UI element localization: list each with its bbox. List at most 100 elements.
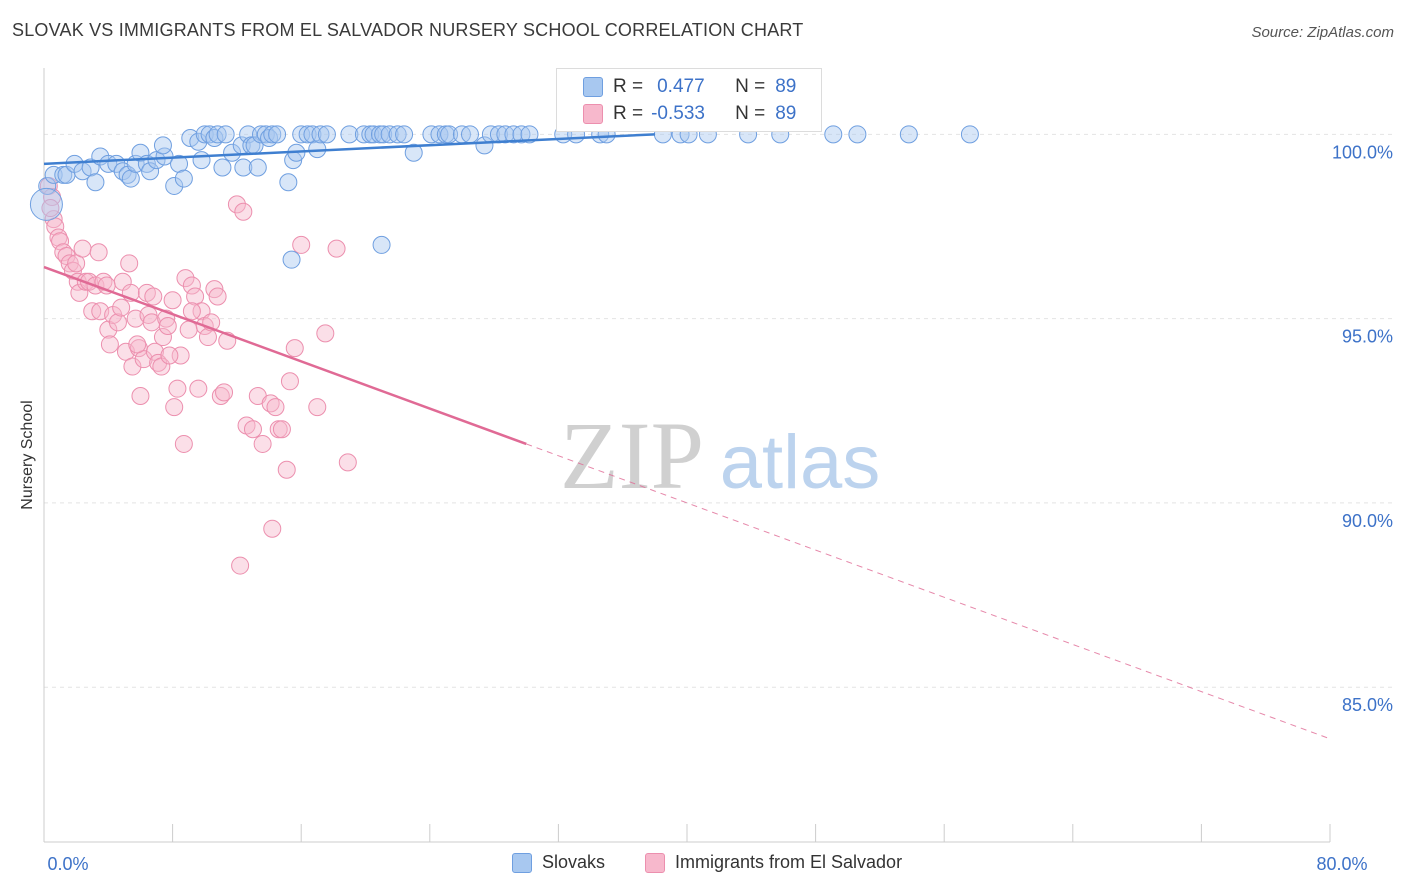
source-label: Source: ZipAtlas.com (1251, 24, 1394, 41)
slovak-point (268, 125, 287, 144)
el-salvador-point (234, 202, 253, 221)
x-tick-label: 80.0% (1316, 854, 1367, 874)
el-salvador-point (266, 398, 285, 417)
slovak-point (372, 235, 391, 254)
slovak-point (239, 125, 258, 144)
el-salvador-point (292, 235, 311, 254)
y-tick-label: 90.0% (1342, 511, 1393, 531)
slovak-point (121, 169, 140, 188)
el-salvador-point (100, 335, 119, 354)
el-salvador-point (160, 346, 179, 365)
el-salvador-legend-swatch (645, 852, 665, 873)
slovak-point (213, 158, 232, 177)
slovak-point (174, 169, 193, 188)
el-salvador-point (99, 320, 118, 339)
el-salvador-points (39, 176, 357, 575)
el-salvador-point (215, 383, 234, 402)
x-tick-label: 0.0% (47, 854, 88, 874)
r-value: 0.477 (657, 76, 705, 97)
el-salvador-point (128, 335, 147, 354)
slovak-point (282, 250, 301, 269)
slovak-point (153, 136, 172, 155)
el-salvador-point (108, 313, 127, 332)
slovak-point (395, 125, 414, 144)
slovak-point (404, 143, 423, 162)
slovak-point (234, 158, 253, 177)
el-salvador-point (131, 387, 150, 406)
slovak-point (388, 125, 407, 144)
slovaks-legend-swatch (512, 852, 532, 873)
el-salvador-point (163, 291, 182, 310)
el-salvador-point (280, 372, 299, 391)
el-salvador-point (189, 379, 208, 398)
el-salvador-point (123, 357, 142, 376)
slovak-point (170, 154, 189, 173)
el-salvador-point (89, 243, 108, 262)
el-salvador-point (144, 287, 163, 306)
watermark: ZIP atlas (560, 402, 880, 509)
slovak-point (44, 165, 63, 184)
slovak-point (86, 173, 105, 192)
el-salvador-point (231, 556, 250, 575)
el-salvador-point (168, 379, 187, 398)
el-salvador-point (174, 434, 193, 453)
slovak-point (131, 143, 150, 162)
slovak-point (29, 187, 63, 221)
el-salvador-point (41, 199, 60, 218)
el-salvador-point (227, 195, 246, 214)
legend-label-slovaks: Slovaks (542, 852, 606, 872)
legend-item-slovaks[interactable]: Slovaks (512, 852, 605, 873)
slovak-point (520, 125, 539, 144)
y-tick-label: 100.0% (1332, 142, 1393, 162)
el-salvador-point (272, 420, 291, 439)
el-salvador-point (208, 287, 227, 306)
legend-label-el-salvador: Immigrants from El Salvador (675, 852, 903, 872)
slovak-point (223, 143, 242, 162)
slovak-point (824, 125, 843, 144)
trend-lines (43, 133, 1331, 740)
el-salvador-point (182, 302, 201, 321)
stats-row-slovaks: R = 0.477 N = 89 (557, 73, 796, 101)
el-salvador-trend-line (43, 265, 527, 446)
r-label: R = (613, 76, 644, 97)
slovak-point (205, 129, 224, 148)
slovak-point (263, 125, 282, 144)
el-salvador-point (316, 324, 335, 343)
slovak-point (165, 176, 184, 195)
el-salvador-point (120, 254, 139, 273)
legend-item-el-salvador[interactable]: Immigrants from El Salvador (645, 852, 902, 873)
el-salvador-point (308, 398, 327, 417)
n-value: 89 (775, 76, 797, 97)
slovak-point (340, 125, 359, 144)
slovak-trend-line (43, 133, 655, 166)
el-salvador-point (243, 420, 262, 439)
slovak-point (308, 140, 327, 159)
el-salvador-point (54, 243, 73, 262)
watermark-atlas: atlas (720, 420, 881, 505)
slovak-point (374, 125, 393, 144)
el-salvador-point (165, 398, 184, 417)
el-salvador-point (263, 519, 282, 538)
el-salvador-point (176, 269, 195, 288)
slovak-point (460, 125, 479, 144)
el-salvador-point (198, 328, 217, 347)
r-value: -0.533 (651, 103, 705, 124)
slovak-point (848, 125, 867, 144)
y-tick-label: 85.0% (1342, 695, 1393, 715)
slovak-point (364, 125, 383, 144)
slovak-points (29, 125, 979, 269)
el-salvador-point (261, 394, 280, 413)
el-salvador-point (149, 353, 168, 372)
slovak-point (141, 162, 160, 181)
r-label: R = (613, 103, 644, 124)
el-salvador-point (277, 460, 296, 479)
chart-title: SLOVAK VS IMMIGRANTS FROM EL SALVADOR NU… (12, 20, 804, 40)
watermark-zip: ZIP (560, 402, 704, 509)
el-salvador-point (338, 453, 357, 472)
el-salvador-point (211, 387, 230, 406)
y-tick-label: 95.0% (1342, 327, 1393, 347)
stats-legend: R = 0.477 N = 89 R = -0.533 N = 89 (556, 68, 822, 132)
slovak-point (38, 176, 57, 195)
slovak-point (192, 151, 211, 170)
el-salvador-point (112, 298, 131, 317)
